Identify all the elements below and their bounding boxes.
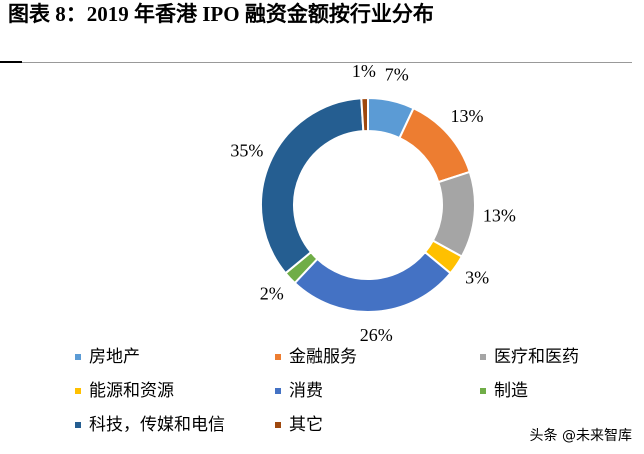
- data-label: 2%: [260, 283, 284, 303]
- legend-marker: [275, 422, 281, 428]
- legend-label: 能源和资源: [89, 381, 174, 400]
- data-label: 26%: [360, 325, 393, 345]
- data-label: 1%: [352, 61, 376, 81]
- legend-label: 制造: [494, 381, 528, 400]
- legend-label: 其它: [289, 415, 323, 434]
- data-label: 13%: [483, 206, 516, 226]
- title-rule: [22, 62, 632, 63]
- slice: [360, 96, 369, 133]
- legend-marker: [275, 388, 281, 394]
- legend-label: 房地产: [89, 347, 140, 366]
- legend-marker: [75, 388, 81, 394]
- legend-marker: [75, 422, 81, 428]
- legend-label: 金融服务: [289, 347, 357, 366]
- legend-marker: [75, 354, 81, 360]
- data-label: 13%: [451, 106, 484, 126]
- legend-marker: [275, 354, 281, 360]
- watermark: 头条 @未来智库: [530, 427, 632, 444]
- data-label: 35%: [230, 141, 263, 161]
- legend-label: 消费: [289, 381, 323, 400]
- legend-label: 科技，传媒和电信: [89, 415, 225, 434]
- legend-marker: [480, 388, 486, 394]
- slice: [293, 250, 452, 313]
- chart-title: 图表 8：2019 年香港 IPO 融资金额按行业分布: [8, 2, 434, 26]
- data-label: 3%: [465, 267, 489, 287]
- slice: [260, 97, 365, 275]
- title-rule-accent: [0, 61, 22, 63]
- legend-marker: [480, 354, 486, 360]
- data-label: 7%: [385, 64, 409, 84]
- legend-label: 医疗和医药: [494, 347, 579, 366]
